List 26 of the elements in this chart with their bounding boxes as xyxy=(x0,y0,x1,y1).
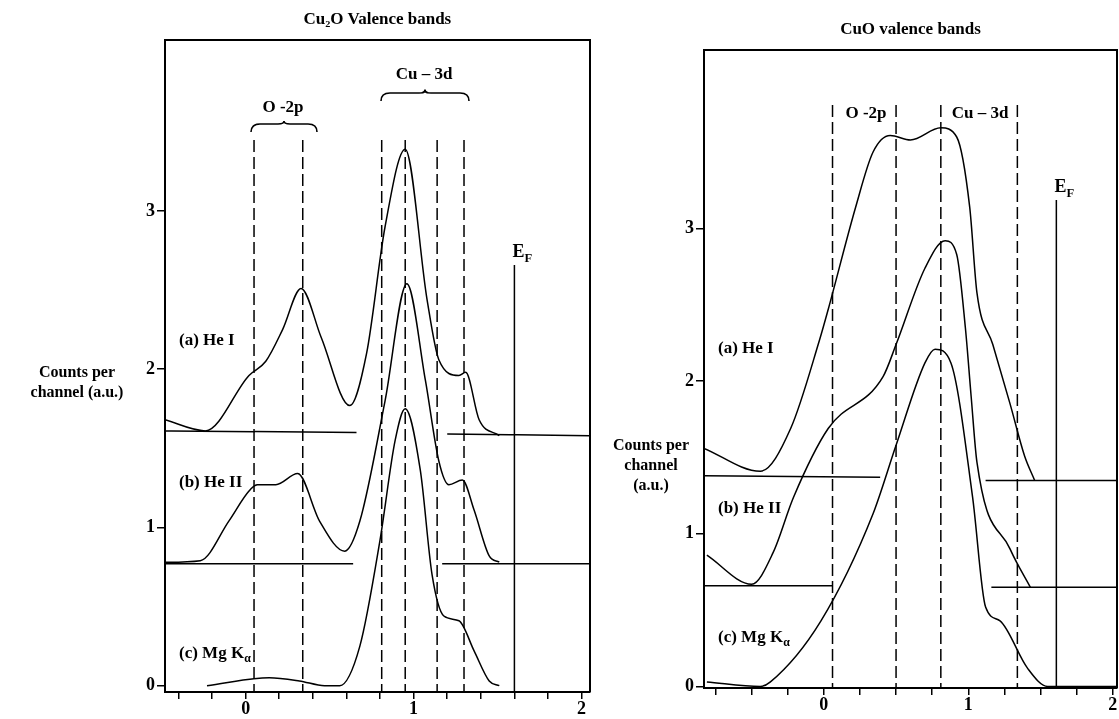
x-tick-label: 0 xyxy=(819,694,829,715)
y-axis-title: Counts per channel (a.u.) xyxy=(613,435,690,494)
y-tick-label: 0 xyxy=(146,674,155,695)
x-tick-label: 1 xyxy=(409,698,419,719)
y-tick-label: 2 xyxy=(146,357,155,378)
series-label: (b) He II xyxy=(718,498,782,518)
y-tick-label: 1 xyxy=(146,516,155,537)
y-tick-label: 1 xyxy=(685,522,694,543)
annotation: O -2p xyxy=(845,103,887,122)
annotation: Cu – 3d xyxy=(395,64,453,83)
series-label: (a) He I xyxy=(179,329,236,349)
annotation: O -2p xyxy=(262,97,304,116)
y-tick-label: 3 xyxy=(685,217,694,238)
x-tick-label: 2 xyxy=(577,698,587,719)
x-tick-label: 2 xyxy=(1108,694,1118,715)
chart-title: Cu₂O Valence bands xyxy=(303,9,452,28)
y-tick-label: 2 xyxy=(685,369,694,390)
y-tick-label: 3 xyxy=(146,199,155,220)
annotation: Cu – 3d xyxy=(951,103,1009,122)
series-label: (b) He II xyxy=(179,472,243,492)
y-axis-title: Counts per channel (a.u.) xyxy=(30,363,124,402)
text: (a) He I xyxy=(718,338,775,358)
x-tick-label: 0 xyxy=(241,698,251,719)
chart-title: CuO valence bands xyxy=(840,19,982,38)
y-tick-label: 0 xyxy=(685,675,694,696)
x-tick-label: 1 xyxy=(963,694,973,715)
